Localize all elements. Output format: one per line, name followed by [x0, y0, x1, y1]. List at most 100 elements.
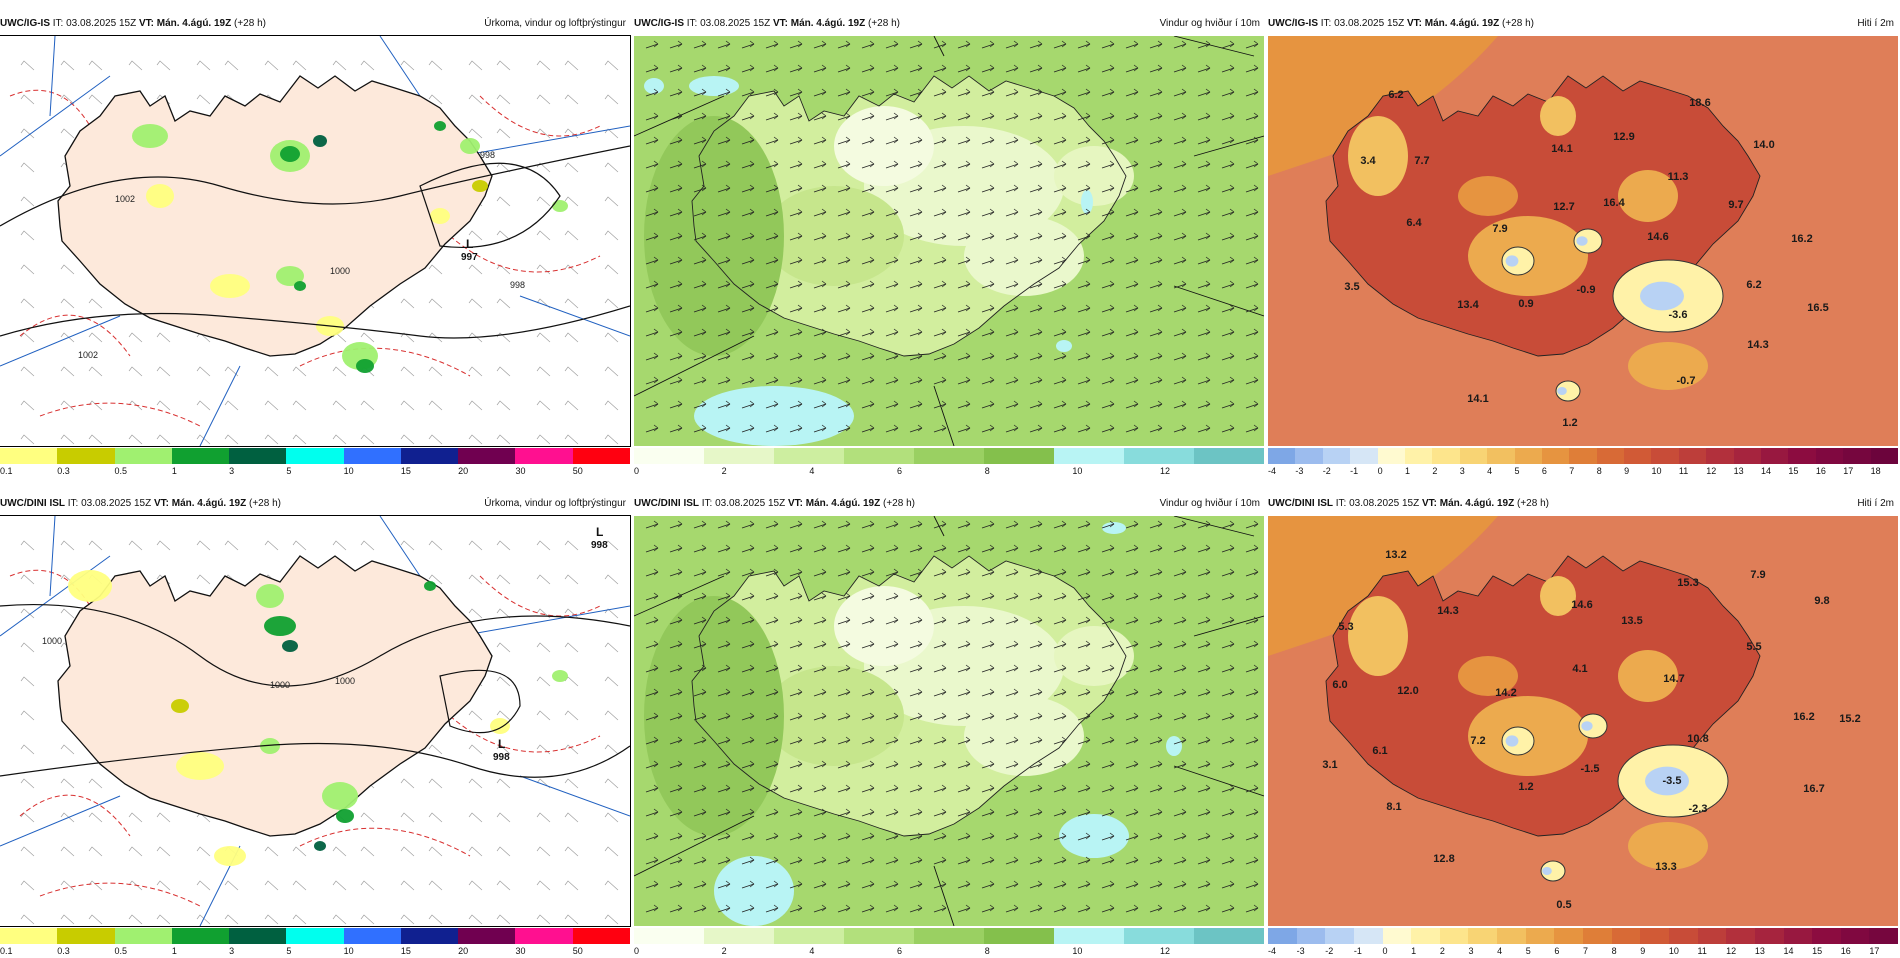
colorbar-ticks: 0 2 4 6 8 10 12 — [634, 466, 1264, 478]
colorbar-cell — [1377, 448, 1405, 464]
init-time: IT: 03.08.2025 15Z — [1320, 18, 1405, 29]
temperature-value: 12.9 — [1613, 131, 1634, 143]
temperature-colorbar: -4 -3 -2 -1 0 1 2 3 4 5 6 7 8 9 10 11 12 13 14 15 16 17 — [1268, 926, 1899, 958]
colorbar-cell — [1840, 928, 1870, 944]
colorbar-cell — [57, 448, 115, 464]
colorbar-tick-label: 14 — [1783, 946, 1794, 956]
precip-map: 1000 1000 1000 L 998 L 998 — [0, 515, 631, 927]
wind-map — [634, 516, 1264, 926]
isobar-label: 1000 — [335, 676, 355, 686]
temperature-value: 6.1 — [1372, 745, 1387, 757]
temperature-value: -0.7 — [1677, 375, 1696, 387]
colorbar-cell — [1870, 448, 1898, 464]
temperature-value: 14.3 — [1747, 339, 1768, 351]
temperature-value: 18.6 — [1689, 97, 1710, 109]
colorbar-tick-label: 11 — [1678, 466, 1689, 476]
temperature-value: 9.7 — [1728, 199, 1743, 211]
colorbar-tick-label: 12 — [1160, 466, 1171, 476]
colorbar-tick-label: 4 — [1487, 466, 1493, 476]
precip-areas — [68, 570, 568, 866]
svg-text:L: L — [498, 737, 505, 751]
colorbar-tick-label: 15 — [400, 466, 411, 476]
colorbar-cell — [57, 928, 115, 944]
colorbar-cell — [343, 448, 401, 464]
panel-header: UWC/DINI ISL IT: 03.08.2025 15Z VT: Mán.… — [634, 494, 1264, 514]
temperature-value: 13.4 — [1457, 299, 1479, 311]
temperature-value: 12.7 — [1553, 201, 1574, 213]
panel-dini-precip: UWC/DINI ISL IT: 03.08.2025 15Z VT: Mán.… — [0, 494, 631, 958]
panel-dini-wind: UWC/DINI ISL IT: 03.08.2025 15Z VT: Mán.… — [634, 494, 1264, 958]
colorbar-tick-label: 0.5 — [114, 466, 128, 476]
svg-text:998: 998 — [493, 752, 510, 763]
colorbar-cell — [1726, 928, 1755, 944]
colorbar-tick-label: -2 — [1322, 466, 1331, 476]
colorbar-cell — [1815, 448, 1844, 464]
lead-time: (+28 h) — [868, 18, 900, 29]
colorbar-cells — [1268, 448, 1898, 464]
colorbar-tick-label: 1 — [171, 946, 177, 956]
colorbar-cell — [774, 928, 844, 944]
colorbar-cell — [1583, 928, 1612, 944]
colorbar-tick-label: -3 — [1295, 466, 1304, 476]
panel-title: Vindur og hviður í 10m — [1159, 498, 1260, 509]
lead-time: (+28 h) — [883, 498, 915, 509]
isobar-label: 998 — [480, 150, 495, 160]
panel-header: UWC/DINI ISL IT: 03.08.2025 15Z VT: Mán.… — [1268, 494, 1898, 514]
colorbar-cell — [1668, 928, 1698, 944]
colorbar-tick-label: 0.1 — [0, 466, 13, 476]
colorbar-cell — [1596, 448, 1625, 464]
init-time: IT: 03.08.2025 15Z — [1335, 498, 1420, 509]
colorbar-tick-label: 8 — [1611, 946, 1617, 956]
temperature-value: -2.3 — [1689, 803, 1708, 815]
colorbar-cells — [0, 928, 630, 944]
colorbar-tick-label: 2 — [1432, 466, 1438, 476]
svg-text:L: L — [466, 237, 473, 251]
colorbar-cell — [1843, 448, 1871, 464]
temperature-value: 0.5 — [1556, 899, 1571, 911]
colorbar-tick-label: 3 — [229, 466, 235, 476]
temperature-value: 16.2 — [1793, 711, 1814, 723]
colorbar-cells — [634, 448, 1264, 464]
model-name: UWC/DINI ISL — [634, 498, 699, 509]
colorbar-cell — [1295, 448, 1323, 464]
colorbar-tick-label: -1 — [1350, 466, 1359, 476]
colorbar-cell — [914, 928, 984, 944]
colorbar-cell — [844, 928, 914, 944]
temperature-value: 13.2 — [1385, 549, 1406, 561]
wind-speed-areas — [644, 522, 1182, 926]
colorbar-cell — [1624, 448, 1652, 464]
temperature-areas — [1348, 576, 1729, 882]
colorbar-tick-label: 10 — [1072, 466, 1083, 476]
init-time: IT: 03.08.2025 15Z — [52, 18, 137, 29]
model-name: UWC/IG-IS — [634, 18, 684, 29]
colorbar-tick-label: 8 — [984, 946, 990, 956]
colorbar-cell — [1353, 928, 1383, 944]
colorbar-tick-label: 0 — [1382, 946, 1388, 956]
temperature-values: 13.2 7.9 15.3 9.8 14.3 14.6 13.5 5.3 5.5 4.1 14.7 6… — [1322, 549, 1860, 911]
colorbar-tick-label: 10 — [1651, 466, 1662, 476]
lead-time: (+28 h) — [1517, 498, 1549, 509]
colorbar-tick-label: 6 — [897, 466, 903, 476]
colorbar-tick-label: 4 — [809, 946, 815, 956]
temperature-value: 14.0 — [1753, 139, 1774, 151]
colorbar-tick-label: 5 — [1514, 466, 1520, 476]
temperature-value: 4.1 — [1572, 663, 1587, 675]
isobar-label: 1000 — [330, 266, 350, 276]
colorbar-ticks: 0 2 4 6 8 10 12 — [634, 946, 1264, 958]
temperature-value: 7.9 — [1750, 569, 1765, 581]
colorbar-tick-label: 30 — [515, 946, 526, 956]
colorbar-tick-label: 30 — [515, 466, 526, 476]
colorbar-cell — [1268, 928, 1297, 944]
colorbar-cell — [1761, 448, 1789, 464]
colorbar-tick-label: 0.3 — [57, 466, 70, 476]
lead-time: (+28 h) — [1502, 18, 1534, 29]
temperature-value: 11.3 — [1668, 171, 1689, 183]
temperature-value: 1.2 — [1518, 781, 1533, 793]
colorbar-cell — [400, 928, 459, 944]
colorbar-ticks: -4 -3 -2 -1 0 1 2 3 4 5 6 7 8 9 10 11 12 13 14 15 16 17 18 — [1268, 466, 1898, 478]
colorbar-tick-label: 5 — [1525, 946, 1531, 956]
colorbar-tick-label: 10 — [1668, 946, 1679, 956]
colorbar-cell — [1678, 448, 1707, 464]
